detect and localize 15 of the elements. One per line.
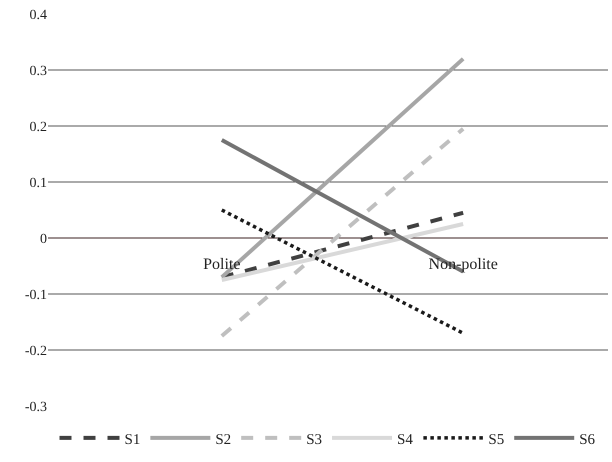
legend-label: S4 — [397, 432, 414, 448]
legend-label: S6 — [579, 432, 596, 448]
y-tick-label: 0.2 — [30, 120, 47, 135]
legend-label: S2 — [215, 432, 232, 448]
y-tick-label: -0.1 — [24, 288, 47, 303]
y-tick-label: -0.3 — [24, 400, 47, 415]
y-tick-label: 0.1 — [30, 176, 47, 191]
y-tick-label: 0 — [40, 232, 47, 247]
legend-label: S1 — [124, 432, 140, 448]
x-tick-label: Polite — [203, 256, 240, 273]
y-tick-label: 0.3 — [30, 64, 47, 79]
legend-label: S5 — [488, 432, 504, 448]
y-tick-label: -0.2 — [24, 344, 47, 359]
legend-label: S3 — [306, 432, 322, 448]
y-tick-label: 0.4 — [30, 8, 47, 23]
